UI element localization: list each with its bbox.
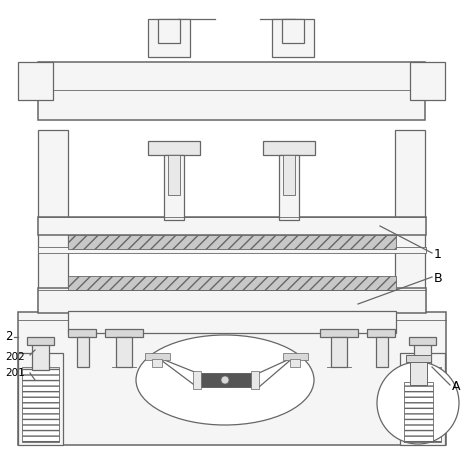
Bar bbox=[22, 367, 59, 442]
Bar bbox=[18, 312, 446, 445]
Bar bbox=[145, 353, 170, 360]
Bar bbox=[152, 359, 162, 367]
Text: B: B bbox=[434, 273, 443, 285]
Bar bbox=[290, 359, 300, 367]
Bar bbox=[395, 130, 425, 390]
Bar bbox=[414, 343, 431, 370]
Bar bbox=[164, 155, 184, 220]
Bar bbox=[193, 371, 201, 389]
Bar bbox=[77, 337, 89, 367]
Bar bbox=[32, 343, 49, 370]
Text: 2: 2 bbox=[5, 331, 13, 343]
Bar bbox=[251, 371, 259, 389]
Bar bbox=[320, 329, 358, 337]
Bar bbox=[148, 19, 190, 57]
Bar bbox=[198, 373, 253, 387]
Bar bbox=[376, 337, 388, 367]
Bar bbox=[404, 382, 433, 442]
Bar bbox=[406, 355, 431, 362]
Ellipse shape bbox=[136, 335, 314, 425]
Bar bbox=[68, 311, 396, 333]
Bar bbox=[68, 329, 96, 337]
Bar bbox=[27, 337, 54, 345]
Bar bbox=[283, 353, 308, 360]
Bar bbox=[38, 62, 425, 120]
Bar bbox=[331, 337, 347, 367]
Text: 1: 1 bbox=[434, 248, 442, 262]
Bar bbox=[18, 353, 63, 445]
Bar bbox=[38, 247, 426, 253]
Bar bbox=[279, 155, 299, 220]
Bar bbox=[198, 373, 253, 387]
Bar bbox=[158, 19, 180, 43]
Bar bbox=[38, 217, 426, 235]
Bar bbox=[168, 155, 180, 195]
Bar bbox=[38, 130, 68, 390]
Bar bbox=[410, 360, 427, 385]
Bar bbox=[282, 19, 304, 43]
Text: 201: 201 bbox=[5, 368, 25, 378]
Circle shape bbox=[221, 376, 229, 384]
Bar bbox=[263, 141, 315, 155]
Bar bbox=[400, 353, 445, 445]
Bar bbox=[367, 329, 395, 337]
Bar bbox=[410, 62, 445, 100]
Bar bbox=[116, 337, 132, 367]
Bar bbox=[148, 141, 200, 155]
Bar bbox=[68, 235, 396, 249]
Text: 202: 202 bbox=[5, 352, 25, 362]
Bar bbox=[105, 329, 143, 337]
Text: A: A bbox=[452, 380, 461, 393]
Ellipse shape bbox=[377, 362, 459, 444]
Bar bbox=[272, 19, 314, 57]
Bar bbox=[404, 367, 441, 442]
Bar bbox=[68, 276, 396, 290]
Bar bbox=[409, 337, 436, 345]
Bar bbox=[38, 288, 426, 313]
Bar bbox=[283, 155, 295, 195]
Bar bbox=[18, 62, 53, 100]
